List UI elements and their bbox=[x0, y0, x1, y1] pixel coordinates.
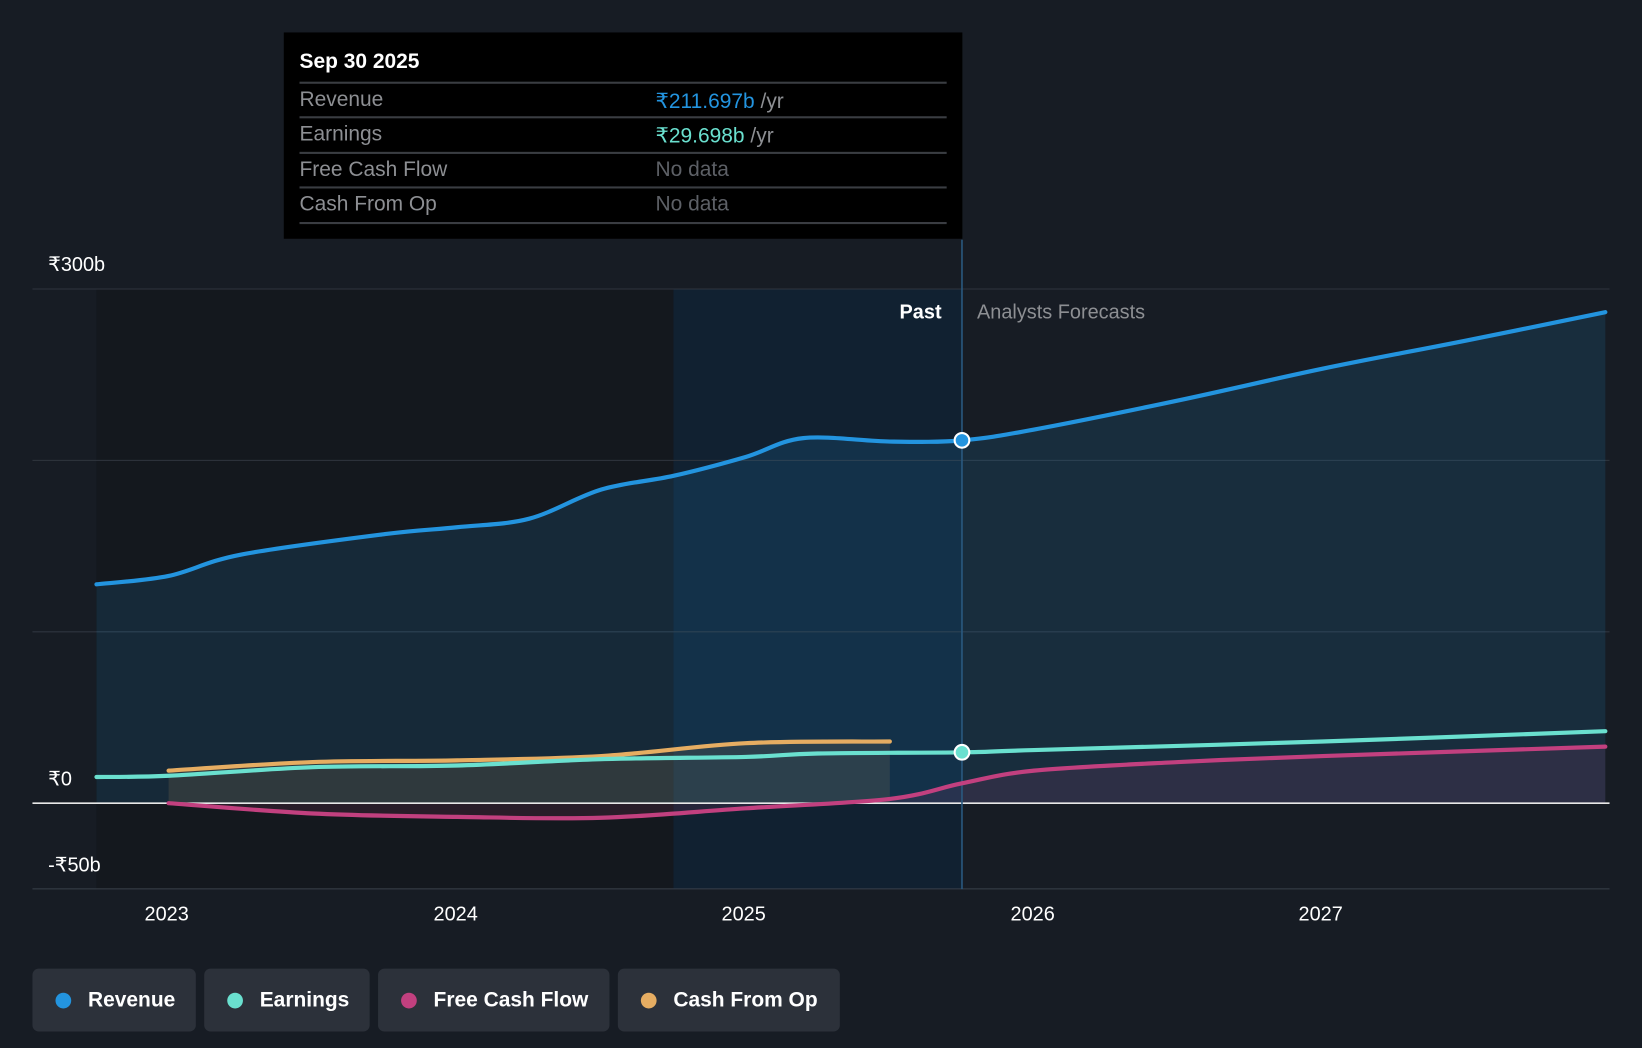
line-revenue bbox=[94, 310, 1608, 587]
highlight-region bbox=[673, 289, 962, 890]
cfo-dot-icon bbox=[640, 992, 657, 1008]
revenue-marker bbox=[953, 431, 971, 449]
revenue-area bbox=[96, 312, 1606, 804]
past-label: Past bbox=[899, 301, 942, 324]
line-cash-from-op bbox=[166, 739, 892, 773]
tooltip-value-wrap: ₹29.698b /yr bbox=[656, 123, 774, 149]
legend-label: Free Cash Flow bbox=[433, 988, 589, 1012]
forecast-label: Analysts Forecasts bbox=[977, 301, 1146, 324]
tooltip-row-fcf: Free Cash Flow No data bbox=[299, 151, 947, 189]
tooltip-value: ₹211.697b bbox=[655, 90, 755, 114]
x-tick-2024: 2024 bbox=[433, 903, 478, 926]
tooltip-row-cfo: Cash From Op No data bbox=[299, 186, 947, 223]
tooltip-label: Earnings bbox=[299, 122, 383, 146]
y-tick-0: ₹0 bbox=[48, 768, 72, 791]
tooltip-unit: /yr bbox=[750, 124, 774, 148]
line-free-cash-flow bbox=[166, 744, 1608, 821]
x-tick-2027: 2027 bbox=[1298, 903, 1343, 926]
tooltip-unit: /yr bbox=[760, 90, 784, 114]
earnings-marker bbox=[953, 743, 971, 761]
x-tick-2023: 2023 bbox=[144, 903, 189, 926]
legend-earnings[interactable]: Earnings bbox=[204, 968, 370, 1032]
tooltip-row-revenue: Revenue ₹211.697b /yr bbox=[299, 81, 947, 119]
fcf-dot-icon bbox=[401, 992, 417, 1008]
tooltip-value: ₹29.698b bbox=[655, 124, 745, 148]
x-tick-2026: 2026 bbox=[1010, 903, 1055, 926]
legend-free-cash-flow[interactable]: Free Cash Flow bbox=[378, 968, 610, 1032]
earnings-dot-icon bbox=[227, 992, 243, 1008]
tooltip-value: No data bbox=[655, 192, 729, 216]
legend-revenue[interactable]: Revenue bbox=[32, 968, 196, 1032]
tooltip-label: Cash From Op bbox=[299, 192, 437, 216]
fcf-area bbox=[168, 746, 1606, 819]
legend-label: Earnings bbox=[259, 988, 350, 1012]
revenue-dot-icon bbox=[55, 992, 72, 1008]
legend-cash-from-op[interactable]: Cash From Op bbox=[617, 968, 840, 1032]
legend-label: Cash From Op bbox=[673, 988, 818, 1012]
tooltip-label: Free Cash Flow bbox=[299, 158, 448, 182]
y-tick-300: ₹300b bbox=[48, 254, 106, 277]
x-tick-2025: 2025 bbox=[721, 903, 766, 926]
tooltip-value: No data bbox=[655, 158, 729, 182]
tooltip: Sep 30 2025 Revenue ₹211.697b /yr Earning… bbox=[283, 32, 963, 239]
tooltip-divider bbox=[299, 222, 947, 225]
tooltip-label: Revenue bbox=[299, 87, 384, 112]
legend-label: Revenue bbox=[87, 988, 176, 1012]
tooltip-row-earnings: Earnings ₹29.698b /yr bbox=[299, 116, 947, 153]
tooltip-date: Sep 30 2025 bbox=[299, 50, 420, 74]
tooltip-value-wrap: ₹211.697b /yr bbox=[656, 88, 784, 114]
y-tick-minus-50: -₹50b bbox=[48, 854, 101, 877]
line-earnings bbox=[94, 729, 1608, 780]
